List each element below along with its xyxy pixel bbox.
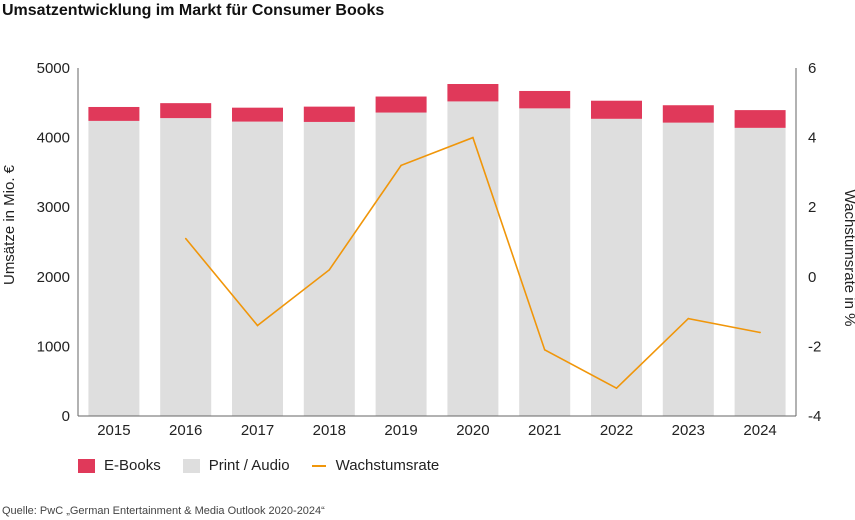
x-tick-label: 2024 <box>743 422 776 439</box>
y2-axis-title: Wachstumsrate in % <box>841 190 855 327</box>
y2-tick-label: -4 <box>808 408 821 425</box>
bar-ebooks-2016 <box>160 103 212 119</box>
growth-point-2016 <box>184 237 187 240</box>
y-tick-label: 2000 <box>37 269 70 286</box>
bar-ebooks-2019 <box>375 96 427 113</box>
bar-ebooks-2021 <box>519 90 571 109</box>
chart-legend: E-Books Print / Audio Wachstumsrate <box>78 457 461 474</box>
growth-point-2021 <box>543 349 546 351</box>
x-tick-label: 2021 <box>528 422 561 439</box>
growth-point-2019 <box>400 164 402 167</box>
x-tick-label: 2022 <box>600 422 633 439</box>
bar-ebooks-2024 <box>734 110 786 128</box>
bar-print-2024 <box>734 127 786 416</box>
legend-swatch-growth <box>311 464 326 467</box>
y2-tick-label: -2 <box>808 338 821 355</box>
y-tick-label: 4000 <box>37 130 70 147</box>
chart-area: 0 1000 2000 3000 4000 5000 -4 -2 0 2 4 6 2015 2016 201… <box>1 60 855 439</box>
legend-label-ebooks: E-Books <box>104 457 161 474</box>
x-tick-label: 2018 <box>313 422 346 439</box>
bar-ebooks-2020 <box>447 84 499 102</box>
x-tick-label: 2020 <box>456 422 489 439</box>
growth-point-2018 <box>328 269 331 271</box>
bar-ebooks-2018 <box>303 106 355 122</box>
y2-tick-label: 2 <box>808 199 816 216</box>
bar-print-2017 <box>232 121 283 416</box>
legend-swatch-print <box>182 458 200 473</box>
y2-tick-label: 4 <box>808 130 816 147</box>
growth-point-2022 <box>615 387 618 389</box>
x-tick-label: 2016 <box>169 422 202 439</box>
growth-point-2024 <box>759 331 761 334</box>
legend-label-growth: Wachstumsrate <box>335 457 440 474</box>
x-tick-label: 2015 <box>97 422 130 439</box>
x-tick-label: 2019 <box>384 422 417 439</box>
bar-ebooks-2023 <box>662 105 714 123</box>
legend-swatch-ebooks <box>78 458 95 473</box>
growth-point-2020 <box>472 136 474 139</box>
legend-item-print: Print / Audio <box>182 457 290 474</box>
source-note: Quelle: PwC „German Entertainment & Medi… <box>2 505 325 517</box>
bar-print-2019 <box>375 112 427 416</box>
y-tick-label: 5000 <box>37 60 70 77</box>
legend-item-ebooks: E-Books <box>78 457 161 474</box>
bar-print-2020 <box>447 101 499 417</box>
y-axis-title: Umsätze in Mio. € <box>1 164 18 285</box>
x-tick-label: 2017 <box>241 422 274 439</box>
x-tick-label: 2023 <box>672 422 705 439</box>
legend-item-growth: Wachstumsrate <box>311 457 440 474</box>
bar-print-2022 <box>591 118 642 417</box>
chart-title: Umsatzentwicklung im Markt für Consumer … <box>2 2 385 19</box>
growth-point-2023 <box>687 317 690 320</box>
bar-print-2016 <box>160 118 212 416</box>
bar-ebooks-2022 <box>591 100 642 119</box>
bar-print-2021 <box>519 108 571 417</box>
legend-label-print: Print / Audio <box>208 457 290 474</box>
y-tick-label: 1000 <box>37 338 70 355</box>
bar-ebooks-2017 <box>232 107 283 122</box>
bar-print-2015 <box>88 120 140 417</box>
y2-tick-label: 6 <box>808 60 816 77</box>
y-tick-label: 3000 <box>37 199 70 216</box>
y2-tick-label: 0 <box>808 269 816 286</box>
bar-ebooks-2015 <box>88 106 140 121</box>
y-tick-label: 0 <box>62 408 70 425</box>
bar-print-2023 <box>662 122 714 417</box>
growth-point-2017 <box>256 324 259 327</box>
